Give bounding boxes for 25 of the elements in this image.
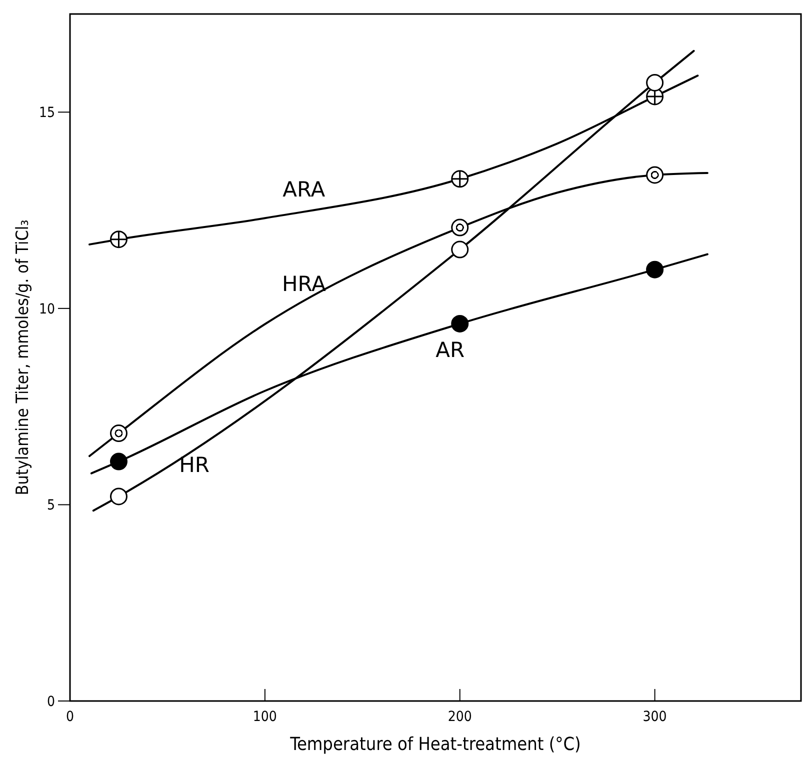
point — [646, 74, 664, 92]
series-label: AR — [436, 338, 465, 362]
point — [110, 452, 128, 470]
point — [451, 240, 469, 258]
point — [646, 260, 664, 278]
series-label: HR — [179, 452, 210, 477]
x-tick-label: 100 — [252, 709, 277, 725]
point — [451, 170, 469, 188]
point — [110, 230, 128, 248]
point — [451, 315, 469, 332]
x-axis-title: Temperature of Heat-treatment (°C) — [289, 734, 581, 755]
x-tick-label: 300 — [642, 709, 667, 725]
series-label: HRA — [282, 272, 326, 296]
x-tick-label: 200 — [448, 709, 472, 725]
point — [110, 488, 128, 506]
y-tick-label: 0 — [46, 694, 55, 710]
point — [646, 166, 664, 184]
x-tick-label: 0 — [66, 709, 74, 725]
y-tick-label: 10 — [38, 301, 55, 318]
series-label: ARA — [282, 177, 326, 202]
y-tick-label: 15 — [38, 105, 55, 122]
y-tick-label: 5 — [46, 498, 55, 514]
y-axis-title: Butylamine Titer, mmoles/g. of TiCl₃ — [13, 220, 33, 496]
point — [110, 424, 128, 442]
point — [451, 218, 469, 236]
